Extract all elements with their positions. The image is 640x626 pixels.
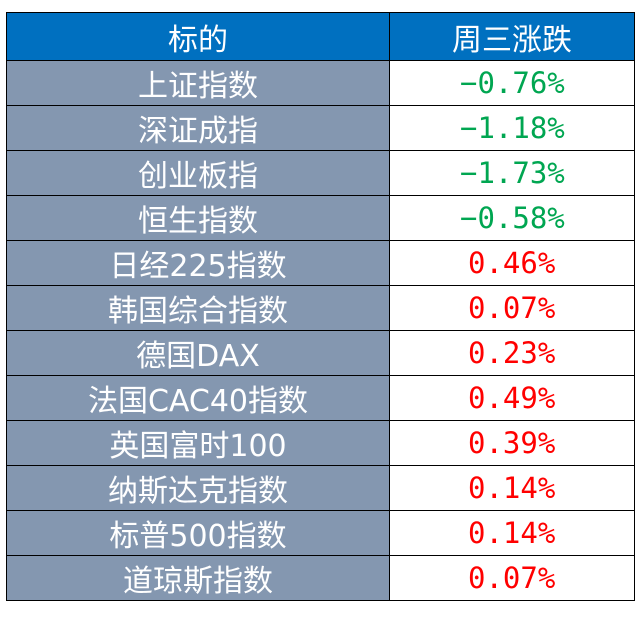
- table-row: 上证指数 −0.76%: [6, 60, 635, 106]
- header-wednesday-change: 周三涨跌: [389, 12, 635, 61]
- index-name: 道琼斯指数: [6, 555, 390, 601]
- table-row: 深证成指 −1.18%: [6, 105, 635, 151]
- index-change: 0.39%: [389, 420, 635, 466]
- index-name: 上证指数: [6, 60, 390, 106]
- index-name: 深证成指: [6, 105, 390, 151]
- index-change: 0.23%: [389, 330, 635, 376]
- table-row: 创业板指 −1.73%: [6, 150, 635, 196]
- index-name: 韩国综合指数: [6, 285, 390, 331]
- index-change: 0.49%: [389, 375, 635, 421]
- header-target: 标的: [6, 12, 390, 61]
- index-change: −0.76%: [389, 60, 635, 106]
- table-row: 德国DAX 0.23%: [6, 330, 635, 376]
- index-change: −1.18%: [389, 105, 635, 151]
- table-row: 恒生指数 −0.58%: [6, 195, 635, 241]
- index-name: 德国DAX: [6, 330, 390, 376]
- table-row: 标普500指数 0.14%: [6, 510, 635, 556]
- index-change: 0.46%: [389, 240, 635, 286]
- index-name: 日经225指数: [6, 240, 390, 286]
- index-change: 0.14%: [389, 465, 635, 511]
- index-name: 恒生指数: [6, 195, 390, 241]
- table-row: 英国富时100 0.39%: [6, 420, 635, 466]
- table-row: 法国CAC40指数 0.49%: [6, 375, 635, 421]
- index-change: −1.73%: [389, 150, 635, 196]
- table-row: 道琼斯指数 0.07%: [6, 555, 635, 601]
- index-name: 纳斯达克指数: [6, 465, 390, 511]
- index-change: 0.07%: [389, 555, 635, 601]
- index-name: 创业板指: [6, 150, 390, 196]
- index-name: 标普500指数: [6, 510, 390, 556]
- index-change: −0.58%: [389, 195, 635, 241]
- table-row: 韩国综合指数 0.07%: [6, 285, 635, 331]
- index-name: 法国CAC40指数: [6, 375, 390, 421]
- index-change: 0.07%: [389, 285, 635, 331]
- table-row: 日经225指数 0.46%: [6, 240, 635, 286]
- index-change-table: 标的 周三涨跌 上证指数 −0.76% 深证成指 −1.18% 创业板指 −1.73% 恒生…: [6, 12, 635, 601]
- table-row: 纳斯达克指数 0.14%: [6, 465, 635, 511]
- index-name: 英国富时100: [6, 420, 390, 466]
- index-change: 0.14%: [389, 510, 635, 556]
- table-header-row: 标的 周三涨跌: [6, 12, 635, 61]
